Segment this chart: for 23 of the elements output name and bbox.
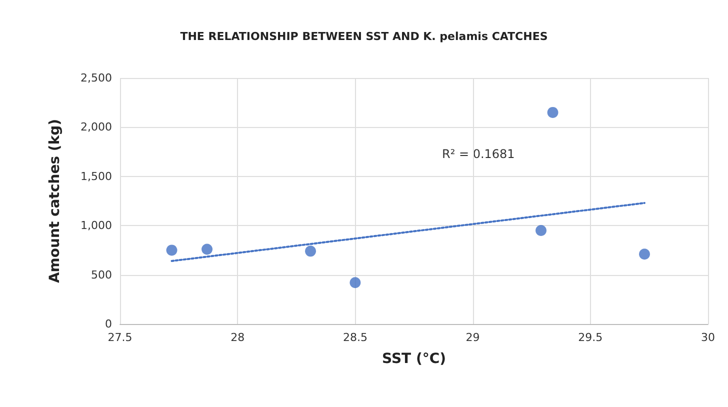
point — [639, 248, 650, 260]
x-tick-label: 28.5 — [342, 331, 368, 344]
y-axis-title: Amount catches (kg) — [47, 118, 63, 284]
y-tick-label: 1,000 — [80, 219, 112, 232]
x-tick-label: 30 — [701, 331, 715, 344]
x-axis-title: SST (°C) — [382, 351, 446, 367]
x-tick-label: 29 — [466, 331, 480, 344]
y-tick-label: 1,500 — [80, 170, 112, 183]
x-tick-label: 28 — [230, 331, 245, 344]
y-tick-label: 2,000 — [80, 120, 112, 134]
x-tick-label: 29.5 — [578, 331, 603, 344]
y-tick-label: 500 — [91, 268, 112, 282]
point — [305, 246, 316, 257]
point — [536, 225, 547, 236]
annotation: R² = 0.1681 — [442, 147, 515, 161]
point — [202, 244, 213, 255]
x-tick-label: 27.5 — [108, 331, 132, 344]
chart-title: THE RELATIONSHIP BETWEEN SST AND K. pelamis CATCHES — [180, 30, 548, 43]
y-tick-label: 2,500 — [80, 72, 112, 84]
point — [166, 244, 178, 256]
point — [547, 106, 558, 118]
point — [350, 277, 361, 288]
y-tick-label: 0 — [105, 318, 112, 330]
